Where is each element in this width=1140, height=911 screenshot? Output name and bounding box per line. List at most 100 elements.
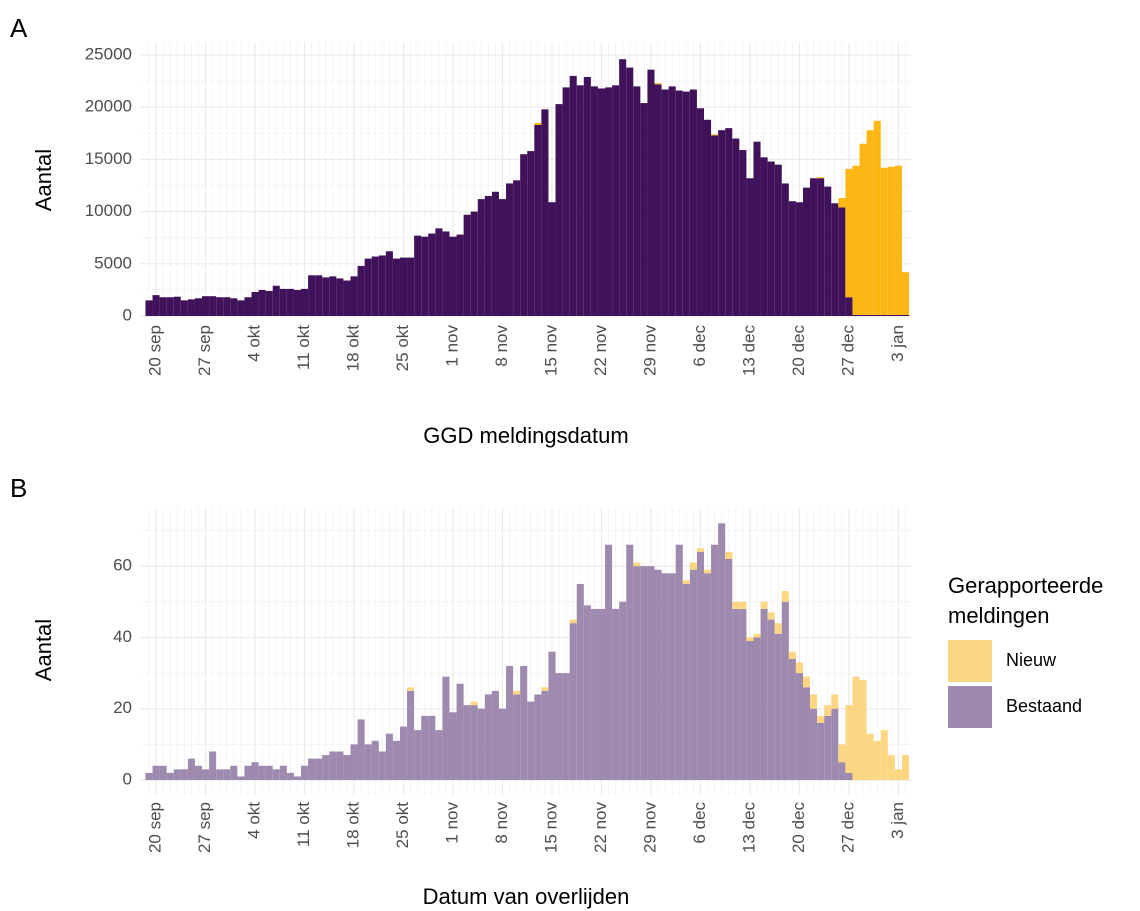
bar-segment bbox=[569, 623, 577, 781]
bar-segment bbox=[385, 251, 393, 317]
bar-segment bbox=[357, 265, 365, 317]
bar-segment bbox=[901, 314, 910, 317]
bar-segment bbox=[817, 715, 825, 723]
bar-segment bbox=[209, 751, 217, 781]
bar-segment bbox=[810, 178, 818, 317]
bar-segment bbox=[852, 314, 860, 317]
bar-segment bbox=[774, 633, 782, 781]
bar-segment bbox=[810, 708, 818, 781]
bar-segment bbox=[788, 201, 796, 317]
bar-segment bbox=[414, 730, 422, 781]
bar-segment bbox=[527, 151, 535, 317]
bar-segment bbox=[725, 128, 733, 317]
x-tick-label: 20 sep bbox=[146, 325, 165, 376]
bar-segment bbox=[442, 676, 450, 781]
bar-segment bbox=[392, 740, 400, 781]
bar-segment bbox=[520, 665, 528, 781]
bar-segment bbox=[399, 726, 408, 781]
bar-segment bbox=[859, 143, 867, 315]
bar-segment bbox=[795, 202, 803, 317]
bar-segment bbox=[173, 296, 181, 317]
x-tick-label: 13 dec bbox=[739, 802, 758, 854]
bar-segment bbox=[739, 608, 747, 781]
bar-segment bbox=[534, 124, 542, 317]
x-tick-label: 29 nov bbox=[640, 325, 659, 377]
bar-segment bbox=[506, 183, 514, 317]
bar-segment bbox=[435, 730, 443, 781]
bar-segment bbox=[675, 90, 683, 317]
bar-segment bbox=[407, 687, 415, 691]
legend-label: Bestaand bbox=[1006, 696, 1082, 716]
bar-segment bbox=[279, 288, 287, 317]
bar-segment bbox=[329, 751, 337, 781]
bar-segment bbox=[654, 83, 662, 85]
bar-segment bbox=[696, 548, 704, 552]
bar-segment bbox=[463, 214, 471, 317]
x-axis-title: Datum van overlijden bbox=[423, 884, 630, 909]
bar-segment bbox=[399, 257, 408, 317]
bar-segment bbox=[774, 623, 782, 634]
bar-segment bbox=[194, 765, 203, 781]
bar-segment bbox=[315, 758, 323, 781]
bar-segment bbox=[435, 228, 443, 317]
bar-segment bbox=[845, 705, 853, 773]
bar-segment bbox=[767, 612, 775, 620]
bar-segment bbox=[838, 198, 846, 208]
bar-segment bbox=[449, 236, 457, 317]
bar-segment bbox=[506, 665, 514, 781]
bar-segment bbox=[202, 769, 210, 781]
bar-segment bbox=[336, 751, 344, 781]
bar-segment bbox=[887, 755, 895, 781]
y-axis-title: Aantal bbox=[31, 619, 56, 681]
bar-segment bbox=[576, 583, 584, 781]
bar-segment bbox=[866, 314, 874, 317]
bar-segment bbox=[378, 255, 386, 317]
x-tick-label: 15 nov bbox=[541, 802, 560, 854]
y-tick-label: 0 bbox=[123, 306, 132, 325]
bar-segment bbox=[732, 601, 740, 609]
bar-segment bbox=[590, 608, 598, 781]
bar-segment bbox=[739, 601, 747, 609]
bar-segment bbox=[845, 772, 853, 781]
bar-segment bbox=[866, 733, 874, 781]
bar-segment bbox=[166, 297, 174, 317]
bar-segment bbox=[831, 203, 839, 317]
bar-segment bbox=[520, 154, 528, 317]
bar-segment bbox=[569, 75, 577, 317]
bar-segment bbox=[718, 523, 726, 781]
bar-segment bbox=[187, 299, 195, 317]
bar-segment bbox=[760, 608, 768, 781]
bar-segment bbox=[795, 662, 803, 674]
bar-segment bbox=[562, 673, 570, 781]
bar-segment bbox=[187, 758, 195, 781]
bar-segment bbox=[654, 84, 662, 317]
x-tick-label: 3 jan bbox=[888, 325, 907, 362]
bar-segment bbox=[880, 167, 888, 315]
x-tick-label: 22 nov bbox=[591, 325, 610, 377]
bar-segment bbox=[647, 69, 655, 317]
y-tick-label: 0 bbox=[123, 770, 132, 789]
x-tick-label: 4 okt bbox=[245, 325, 264, 362]
bar-segment bbox=[696, 551, 704, 781]
bar-segment bbox=[548, 202, 556, 317]
bar-segment bbox=[209, 296, 217, 317]
bar-segment bbox=[682, 91, 690, 317]
bar-segment bbox=[810, 694, 818, 709]
x-tick-label: 8 nov bbox=[492, 802, 511, 844]
bar-segment bbox=[640, 103, 648, 317]
bar-segment bbox=[308, 758, 316, 781]
bar-segment bbox=[364, 258, 372, 317]
legend-key bbox=[948, 686, 992, 728]
bar-segment bbox=[173, 769, 181, 781]
bar-segment bbox=[894, 165, 902, 315]
bar-segment bbox=[527, 701, 535, 781]
bar-segment bbox=[491, 690, 499, 781]
bar-segment bbox=[668, 86, 676, 317]
bar-segment bbox=[781, 183, 789, 317]
legend-title: meldingen bbox=[948, 603, 1050, 628]
bar-segment bbox=[859, 680, 867, 781]
bar-segment bbox=[237, 776, 245, 781]
y-tick-label: 5000 bbox=[94, 253, 132, 272]
bar-segment bbox=[293, 289, 302, 317]
bar-segment bbox=[301, 288, 309, 317]
